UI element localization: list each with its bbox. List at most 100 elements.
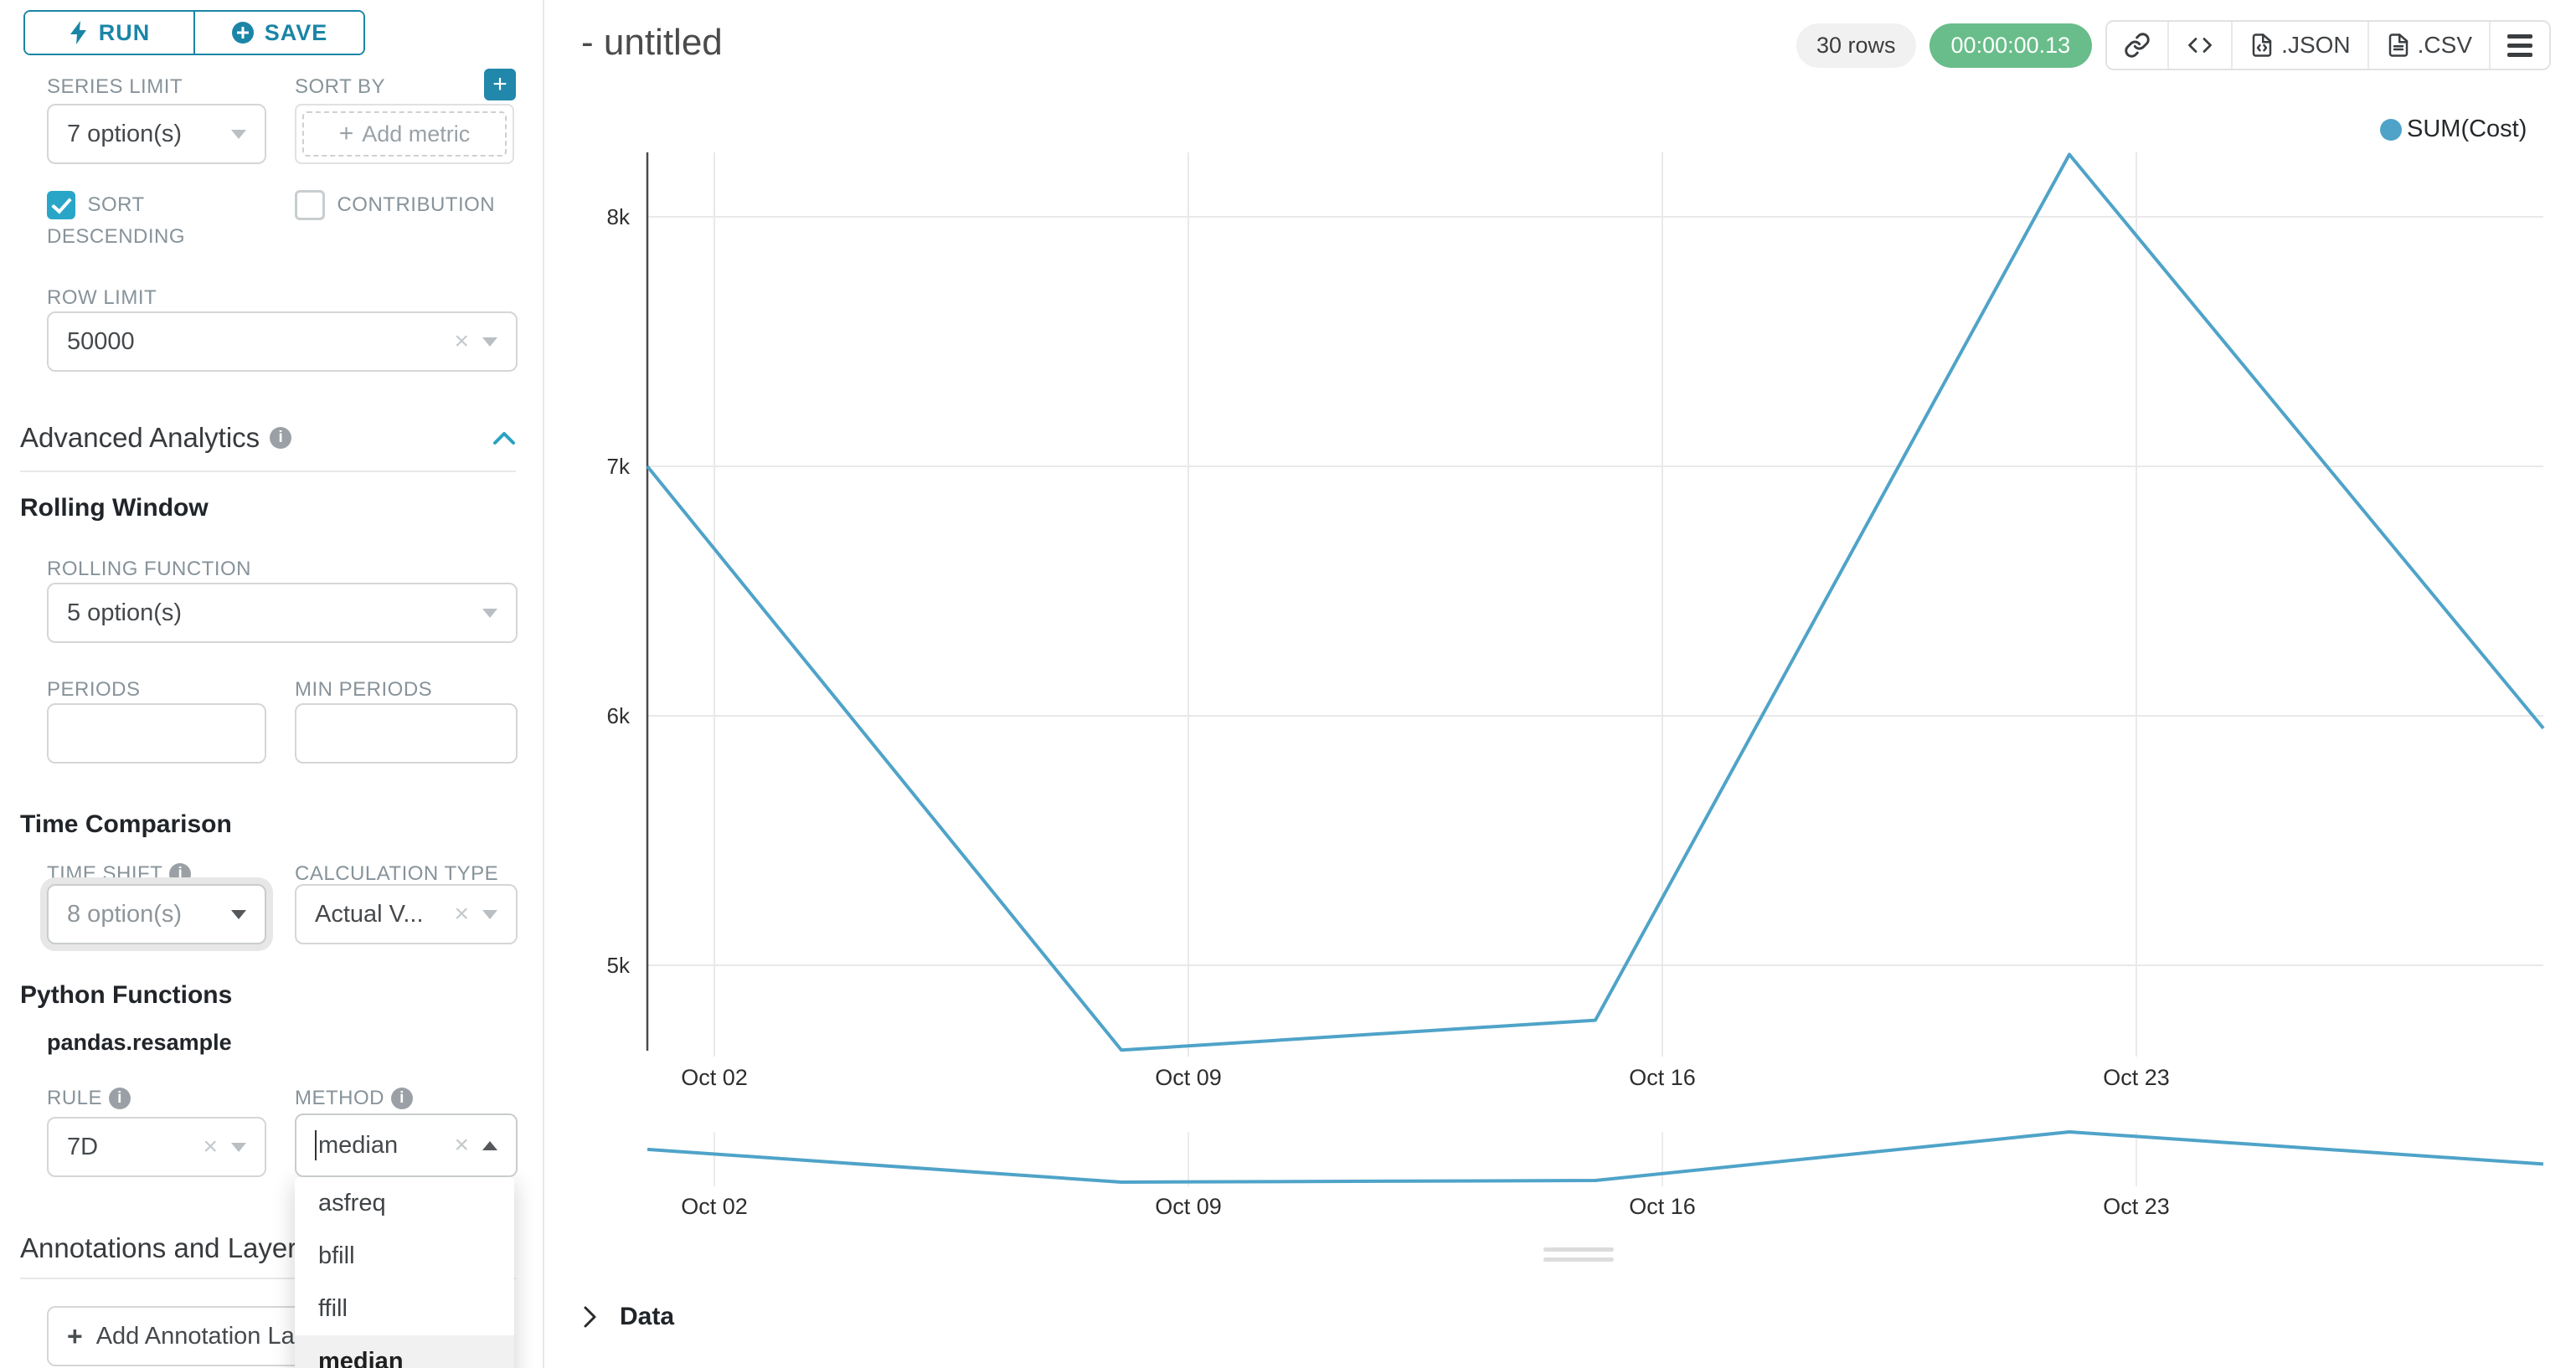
sort-descending-checkbox[interactable] [47,191,75,219]
sort-descending-control[interactable]: SORT DESCENDING [47,189,256,253]
min-periods-input[interactable] [295,703,518,764]
method-option-ffill[interactable]: ffill [318,1295,348,1322]
rolling-window-title: Rolling Window [20,494,209,522]
row-limit-select[interactable]: 50000 × [47,311,518,372]
more-options-button[interactable] [2489,22,2549,69]
export-csv-button[interactable]: .CSV [2367,22,2489,69]
clear-icon[interactable]: × [454,900,469,928]
chart-header-actions: 30 rows 00:00:00.13 .JSON [1795,20,2551,70]
x-axis-tick-label: Oct 09 [1155,1065,1222,1090]
mini-x-axis-tick-label: Oct 16 [1629,1194,1696,1219]
chart-canvas[interactable]: 8k 7k 6k 5k Oct 02 Oct 02 Oct 09 Oct 09 Oct 16 Oc… [543,0,2576,1368]
method-label: METHOD i [295,1087,413,1110]
chevron-down-icon [231,1142,246,1152]
run-save-button-group: RUN SAVE [23,10,365,55]
periods-input[interactable] [47,703,266,764]
calculation-type-label: CALCULATION TYPE [295,862,499,885]
pandas-resample-label: pandas.resample [47,1030,232,1055]
calculation-type-select[interactable]: Actual V... × [295,884,518,944]
x-axis-tick-label: Oct 23 [2103,1065,2170,1090]
add-metric-placeholder: Add metric [362,121,471,147]
run-button[interactable]: RUN [25,12,193,54]
chevron-up-icon[interactable] [492,430,516,445]
time-shift-select[interactable]: 8 option(s) [47,884,266,944]
panel-resize-handle[interactable] [1543,1257,1614,1262]
save-button-label: SAVE [264,19,328,45]
series-limit-select[interactable]: 7 option(s) [47,104,266,164]
chevron-down-icon [231,909,246,919]
main-series-line [646,152,2545,1052]
embed-code-button[interactable] [2167,22,2232,69]
add-sort-metric-button[interactable]: + [484,69,516,100]
mini-x-axis-tick-label: Oct 23 [2103,1194,2170,1219]
control-panel-sidebar: RUN SAVE SERIES LIMIT SORT BY + 7 option… [0,0,544,1368]
row-limit-label: ROW LIMIT [47,286,157,309]
rule-value: 7D [67,1133,99,1160]
clear-icon[interactable]: × [454,1131,469,1159]
calculation-type-value: Actual V... [315,900,424,928]
advanced-analytics-header[interactable]: Advanced Analytics i [20,422,516,454]
row-limit-value: 50000 [67,327,135,355]
info-icon: i [109,1088,131,1109]
rolling-function-label: ROLLING FUNCTION [47,558,252,580]
section-divider [20,1278,516,1279]
y-axis-tick-label: 8k [607,204,631,229]
plus-circle-icon [231,22,254,44]
chevron-down-icon [482,608,497,618]
copy-link-button[interactable] [2107,22,2168,69]
data-panel-toggle[interactable]: Data [581,1303,674,1331]
python-functions-title: Python Functions [20,981,233,1009]
export-button-group: .JSON .CSV [2105,20,2551,70]
clear-icon[interactable]: × [203,1133,218,1160]
chart-legend[interactable]: SUM(Cost) [2380,116,2527,143]
sort-by-label: SORT BY [295,75,385,98]
method-dropdown-panel: asfreq bfill ffill median [295,1177,514,1368]
y-axis-tick-label: 5k [607,953,631,978]
plus-icon: + [338,120,354,147]
rolling-function-select[interactable]: 5 option(s) [47,583,518,643]
chevron-down-icon [231,129,246,139]
export-csv-label: .CSV [2417,32,2472,58]
method-value: median [318,1131,399,1159]
chart-title[interactable]: - untitled [581,22,723,63]
method-option-asfreq[interactable]: asfreq [318,1190,386,1216]
y-axis-tick-label: 6k [607,703,631,728]
info-icon: i [391,1088,413,1109]
method-option-median[interactable]: median [295,1335,514,1368]
chevron-up-icon [482,1140,497,1150]
method-option-bfill[interactable]: bfill [318,1242,355,1269]
panel-resize-handle[interactable] [1543,1247,1614,1252]
method-combobox[interactable]: median × [295,1113,518,1177]
section-divider [20,471,516,472]
file-text-icon [2388,33,2408,57]
rule-select[interactable]: 7D × [47,1117,266,1177]
text-cursor [315,1130,317,1160]
save-button[interactable]: SAVE [193,12,363,54]
advanced-analytics-title: Advanced Analytics [20,422,260,453]
plus-icon: + [67,1320,83,1351]
hamburger-menu-icon [2507,33,2532,57]
series-limit-value: 7 option(s) [67,120,183,147]
series-limit-label: SERIES LIMIT [47,75,183,98]
mini-x-axis-tick-label: Oct 09 [1155,1194,1222,1219]
export-json-label: .JSON [2281,32,2351,58]
time-shift-label: TIME SHIFT i [47,862,192,886]
contribution-checkbox[interactable] [295,190,325,220]
sort-by-dropzone[interactable]: + Add metric [295,104,514,164]
rolling-function-value: 5 option(s) [67,599,183,626]
chevron-down-icon [482,337,497,347]
min-periods-label: MIN PERIODS [295,678,433,701]
contribution-control[interactable]: CONTRIBUTION [295,189,538,221]
mini-x-axis-tick-label: Oct 02 [681,1194,748,1219]
time-comparison-title: Time Comparison [20,810,232,838]
periods-label: PERIODS [47,678,141,701]
x-axis-tick-label: Oct 16 [1629,1065,1696,1090]
chevron-right-icon [584,1306,596,1328]
export-json-button[interactable]: .JSON [2231,22,2367,69]
data-panel-label: Data [620,1303,675,1330]
contribution-label: CONTRIBUTION [337,193,496,216]
time-shift-value: 8 option(s) [67,900,183,928]
row-count-badge: 30 rows [1795,23,1916,68]
clear-icon[interactable]: × [454,327,469,355]
